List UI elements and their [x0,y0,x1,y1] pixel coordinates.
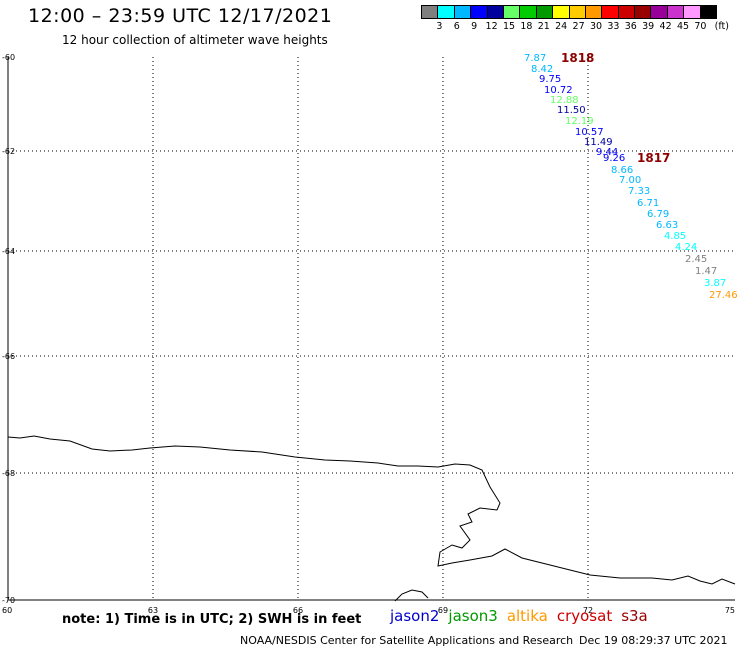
map-title: 12:00 – 23:59 UTC 12/17/2021 [28,5,333,27]
latitude-label: -60 [2,53,15,62]
swh-observation: 4.85 [664,231,686,242]
swh-observation: 7.33 [628,186,650,197]
longitude-label: 66 [293,606,303,615]
longitude-label: 75 [725,606,735,615]
swh-observation: 10.57 [575,127,604,138]
latitude-label: -64 [2,247,15,256]
color-scale-label: 70 [694,21,707,32]
credit-timestamp: Dec 19 08:29:37 UTC 2021 [579,634,728,647]
color-scale-label: 45 [676,21,690,32]
footer-note: note: 1) Time is in UTC; 2) SWH is in fe… [62,612,362,627]
swh-observation: 9.75 [539,74,561,85]
color-scale-swatch [699,5,718,19]
latitude-label: -66 [2,352,15,361]
color-scale-labels: 3 6 9 12 15 18 21 24 27 30 33 36 39 42 45 70 (ft) [422,21,740,35]
map-subtitle: 12 hour collection of altimeter wave hei… [62,33,328,47]
longitude-label: 72 [583,606,593,615]
color-scale-label: 24 [555,21,568,32]
credit-agency: NOAA/NESDIS Center for Satellite Applica… [240,634,574,647]
legend-item-cryosat: cryosat [556,607,613,625]
swh-observation: 7.87 [524,53,546,64]
swh-observation: 12.88 [550,95,579,106]
color-scale-label: 21 [537,21,550,32]
coastline-main [7,435,736,585]
pass-number: 1817 [637,151,670,165]
swh-observation: 8.42 [531,64,553,75]
color-scale-label: (ft) [714,21,729,32]
swh-observation: 1.47 [695,266,717,277]
swh-observation: 9.26 [603,153,625,164]
swh-observation: 12.19 [565,116,594,127]
latitude-label: -70 [2,596,15,605]
latitude-label: -62 [2,147,15,156]
longitude-label: 69 [438,606,448,615]
swh-observation: 10.72 [544,85,573,96]
swh-observation: 6.79 [647,209,669,220]
latitude-label: -68 [2,469,15,478]
map-frame [7,57,735,601]
color-scale-label: 33 [607,21,620,32]
legend-item-jason3: jason3 [448,607,498,625]
color-scale-label: 3 [436,21,443,32]
swh-observation: 3.87 [704,278,726,289]
color-scale-label: 42 [659,21,672,32]
graticule [8,57,735,600]
swh-observation: 9.44 [596,147,618,158]
swh-observation: 4.24 [675,242,697,253]
color-scale-label: 9 [471,21,478,32]
pass-labels: 1818 1817 [561,51,670,165]
swh-observation: 2.45 [685,254,707,265]
color-scale-label: 15 [502,21,516,32]
satellite-legend: jason2 jason3 altika cryosat s3a [390,607,648,625]
legend-item-s3a: s3a [621,607,648,625]
longitude-label: 60 [2,606,12,615]
swh-observation: 6.71 [637,198,659,209]
color-scale-label: 36 [624,21,637,32]
coastline-bay [394,589,429,602]
swh-observation: 27.46 [709,290,738,301]
altimeter-track: 7.878.429.7510.7212.8811.5012.1910.5711.… [524,53,738,301]
pass-number: 1818 [561,51,594,65]
legend-item-altika: altika [506,607,548,625]
swh-observation: 6.63 [656,220,678,231]
longitude-label: 63 [148,606,158,615]
color-scale-label: 18 [520,21,533,32]
color-scale-label: 27 [572,21,585,32]
color-scale-label: 6 [453,21,460,32]
legend-item-jason2: jason2 [390,607,440,625]
swh-observation: 8.66 [611,165,633,176]
color-scale-label: 39 [642,21,655,32]
wave-height-color-scale [421,5,718,19]
color-scale-label: 12 [485,21,498,32]
color-scale-label: 30 [589,21,603,32]
swh-observation: 7.00 [619,175,641,186]
antarctic-coastline [7,435,736,602]
swh-observation: 11.49 [584,137,613,148]
swh-observation: 11.50 [557,105,586,116]
